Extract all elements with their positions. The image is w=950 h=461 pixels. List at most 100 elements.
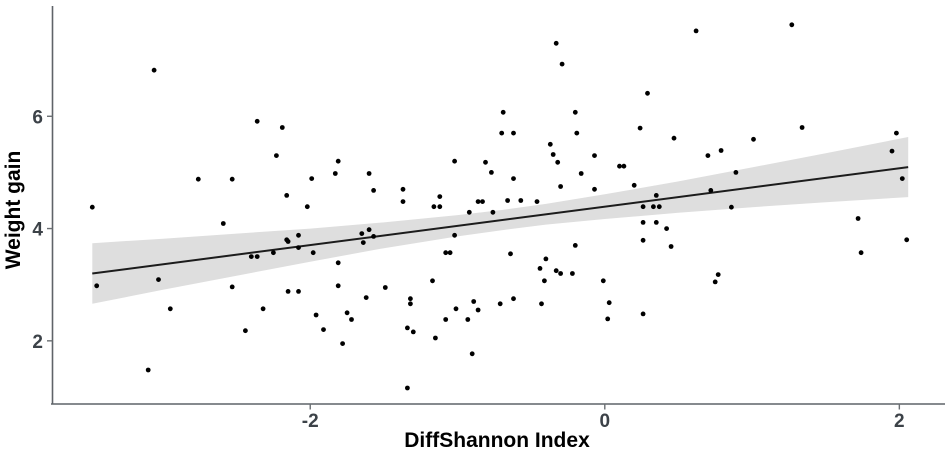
data-point (335, 260, 341, 266)
data-point (310, 250, 316, 256)
x-axis-ticks: -2 0 2 (302, 404, 905, 432)
data-point (511, 296, 516, 302)
data-point (537, 266, 543, 271)
data-point (534, 199, 540, 205)
data-point (489, 170, 494, 175)
data-point (499, 130, 505, 136)
data-point (600, 278, 606, 284)
data-point (453, 306, 459, 312)
y-axis-ticks: 2 4 6 (32, 107, 53, 353)
data-point (617, 163, 622, 169)
data-point (309, 176, 315, 182)
x-tick-label: -2 (302, 411, 319, 432)
data-point (437, 194, 443, 200)
data-point (899, 176, 905, 182)
data-point (254, 118, 260, 124)
y-tick-label: 4 (32, 220, 43, 241)
data-point (340, 341, 345, 346)
data-point (271, 250, 276, 256)
data-point (542, 278, 547, 284)
data-point (469, 351, 475, 357)
data-point (167, 306, 173, 312)
data-point (452, 232, 457, 238)
data-point (592, 153, 597, 159)
data-point (705, 153, 711, 159)
data-point (490, 209, 496, 215)
data-point (405, 325, 410, 331)
data-point (447, 250, 453, 256)
data-point (248, 254, 254, 259)
data-point (799, 125, 805, 130)
y-axis-title: Weight gain (2, 151, 25, 270)
data-point (574, 130, 580, 136)
data-point (789, 22, 795, 28)
x-tick-label: 2 (894, 411, 905, 432)
axes (51, 6, 945, 405)
data-point (443, 317, 449, 322)
data-point (715, 272, 721, 277)
data-point (405, 385, 410, 391)
data-point (437, 204, 443, 210)
data-point (229, 284, 235, 290)
data-point (712, 279, 718, 285)
data-point (572, 243, 578, 248)
data-point (195, 176, 201, 182)
data-point (279, 125, 285, 130)
data-point (285, 289, 291, 294)
data-point (151, 67, 157, 73)
data-point (304, 204, 310, 210)
data-point (483, 159, 488, 165)
data-point (313, 312, 319, 318)
data-point (382, 285, 388, 290)
regression-line-path (92, 166, 909, 275)
data-point (671, 135, 677, 141)
data-point (359, 231, 365, 237)
data-point (570, 271, 575, 276)
data-point (431, 204, 437, 210)
data-point (475, 307, 481, 313)
data-point (555, 159, 561, 165)
y-tick-label: 6 (32, 107, 43, 128)
data-point (145, 367, 151, 373)
data-point (653, 193, 659, 198)
data-point (511, 176, 516, 182)
data-point (718, 148, 724, 153)
data-point (539, 301, 544, 307)
data-point (400, 199, 406, 205)
data-point (606, 300, 612, 306)
regression-line (92, 166, 909, 275)
data-point (656, 204, 662, 210)
data-point (335, 158, 341, 164)
data-point (366, 171, 372, 176)
data-point (296, 232, 301, 238)
data-point (592, 186, 597, 192)
data-point (430, 278, 435, 284)
data-point (858, 250, 864, 256)
data-point (553, 268, 559, 274)
data-point (621, 163, 627, 169)
data-point (284, 237, 290, 243)
data-points (89, 22, 910, 391)
data-point (729, 204, 734, 210)
data-point (511, 130, 516, 136)
data-point (708, 188, 714, 193)
data-point (505, 198, 510, 203)
data-point (894, 130, 899, 136)
data-point (645, 90, 650, 96)
data-point (640, 204, 646, 210)
data-point (220, 221, 226, 226)
data-point (243, 328, 248, 334)
data-point (452, 158, 457, 164)
data-point (889, 148, 895, 154)
data-point (229, 176, 235, 182)
data-point (335, 283, 341, 289)
data-point (371, 234, 376, 239)
data-point (508, 251, 513, 257)
data-point (558, 184, 563, 189)
y-tick-label: 2 (32, 332, 43, 353)
data-point (572, 109, 578, 115)
data-point (443, 250, 449, 256)
data-point (344, 310, 350, 316)
data-point (475, 199, 481, 205)
